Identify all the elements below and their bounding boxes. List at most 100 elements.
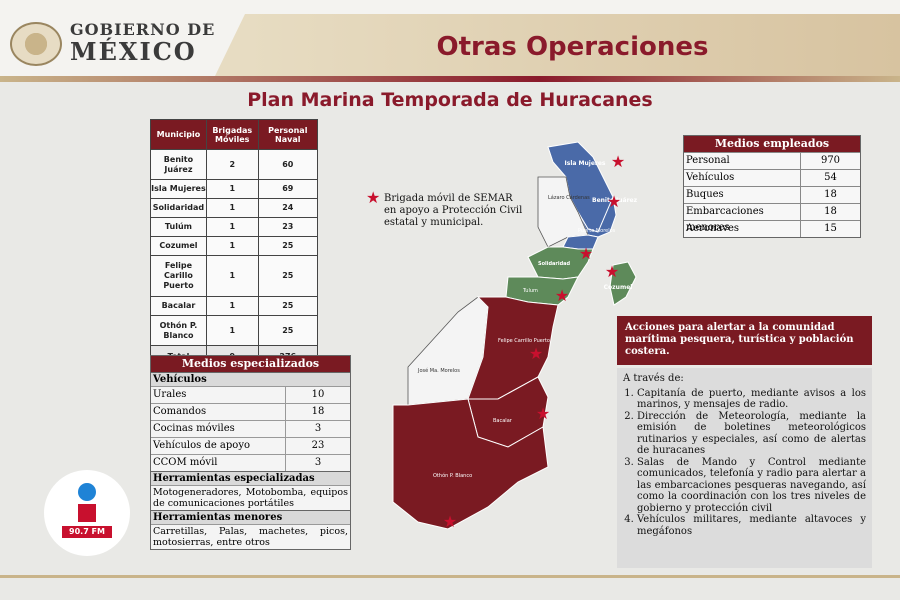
cell-municipio: Bacalar xyxy=(150,296,207,316)
table-row: Isla Mujeres 1 69 xyxy=(150,179,319,199)
herr-esp-section-label: Herramientas especializadas xyxy=(151,471,350,485)
star-icon: ★ xyxy=(443,512,457,531)
page-title: Otras Operaciones xyxy=(436,32,709,62)
item-value: 3 xyxy=(285,455,350,471)
cell-personal: 60 xyxy=(257,149,319,180)
item-label: Aeronaves xyxy=(686,223,740,234)
list-item: Vehículos de apoyo 23 xyxy=(151,437,350,454)
radio-label: 90.7 FM xyxy=(62,526,112,538)
acciones-list: A través de: Capitanía de puerto, median… xyxy=(617,368,872,568)
region-solidaridad xyxy=(527,246,594,280)
cell-personal: 25 xyxy=(257,236,319,256)
item-value: 10 xyxy=(285,387,350,403)
cell-municipio: Isla Mujeres xyxy=(150,179,207,199)
cell-personal: 25 xyxy=(257,255,319,297)
map-label-benito: Benito Juárez xyxy=(592,197,638,204)
medios-empleados-table: Medios empleados Personal 970 Vehículos 54… xyxy=(683,135,861,238)
list-item: Aeronaves 15 xyxy=(684,220,860,237)
list-item: Personal 970 xyxy=(684,152,860,169)
map-label-lazaro: Lázaro Cárdenas xyxy=(548,194,590,201)
item-label: CCOM móvil xyxy=(153,457,218,468)
table-row: Benito Juárez 2 60 xyxy=(150,149,319,180)
radio-dot-icon xyxy=(78,483,96,501)
herr-esp-text: Motogeneradores, Motobomba, equipos de c… xyxy=(151,485,350,509)
slide-subtitle: Plan Marina Temporada de Huracanes xyxy=(247,89,653,111)
title-banner: Otras Operaciones xyxy=(215,14,900,76)
col-personal: Personal Naval xyxy=(257,119,319,150)
list-item: Cocinas móviles 3 xyxy=(151,420,350,437)
item-value: 23 xyxy=(285,438,350,454)
map-label-tulum: Tulum xyxy=(522,288,538,294)
footer xyxy=(0,575,900,600)
map-label-solidaridad: Solidaridad xyxy=(538,261,571,267)
header-stripe xyxy=(0,76,900,82)
list-item: Comandos 18 xyxy=(151,403,350,420)
national-seal-icon xyxy=(10,22,62,66)
list-item: Vehículos 54 xyxy=(684,169,860,186)
cell-brigadas: 2 xyxy=(205,149,259,180)
star-icon: ★ xyxy=(579,244,593,263)
item-value: 18 xyxy=(285,404,350,420)
header: GOBIERNO DE MÉXICO Otras Operaciones xyxy=(0,0,900,82)
cell-personal: 23 xyxy=(257,217,319,237)
cell-brigadas: 1 xyxy=(205,217,259,237)
table-row: Bacalar 1 25 xyxy=(150,296,319,316)
item-label: Urales xyxy=(153,389,187,400)
cell-municipio: Felipe Carillo Puerto xyxy=(150,255,207,297)
gov-line2: MÉXICO xyxy=(70,37,197,66)
legend-text: Brigada móvil de SEMAR en apoyo a Protec… xyxy=(384,193,523,228)
item-value: 18 xyxy=(800,187,860,203)
herr-men-section-label: Herramientas menores xyxy=(151,510,350,524)
col-municipio: Municipio xyxy=(150,119,207,150)
table-row: Felipe Carillo Puerto 1 25 xyxy=(150,255,319,297)
cell-brigadas: 1 xyxy=(205,198,259,218)
item-label: Cocinas móviles xyxy=(153,423,235,434)
cell-brigadas: 1 xyxy=(205,179,259,199)
star-icon: ★ xyxy=(529,344,543,363)
region-felipe-carrillo-puerto xyxy=(467,296,559,400)
gov-line1: GOBIERNO DE xyxy=(70,20,216,39)
acciones-title: Acciones para alertar a la comunidad mar… xyxy=(617,316,872,365)
list-item: Salas de Mando y Control mediante comuni… xyxy=(637,457,866,515)
list-item: CCOM móvil 3 xyxy=(151,454,350,471)
medios-especializados-table: Medios especializados Vehículos Urales 10… xyxy=(150,355,351,550)
cell-personal: 25 xyxy=(257,296,319,316)
map-label-isla-mujeres: Isla Mujeres xyxy=(565,160,606,167)
map-label-cozumel: Cozumel xyxy=(604,284,633,291)
item-value: 3 xyxy=(285,421,350,437)
radio-bar-icon xyxy=(78,504,96,522)
cell-municipio: Solidaridad xyxy=(150,198,207,218)
item-label: Embarcaciones menores xyxy=(686,206,764,233)
map-label-othon: Othón P. Blanco xyxy=(433,472,472,479)
table-row: Tulúm 1 23 xyxy=(150,217,319,237)
herr-men-text: Carretillas, Palas, machetes, picos, mot… xyxy=(151,524,350,548)
acciones-intro: A través de: xyxy=(623,373,684,384)
region-cozumel xyxy=(609,261,637,306)
table-row: Solidaridad 1 24 xyxy=(150,198,319,218)
col-brigadas: Brigadas Móviles xyxy=(205,119,259,150)
item-value: 15 xyxy=(800,221,860,237)
medios-title: Medios empleados xyxy=(684,136,860,152)
item-label: Vehículos de apoyo xyxy=(153,440,250,451)
list-item: Dirección de Meteorología, mediante la e… xyxy=(637,411,866,457)
cell-municipio: Tulúm xyxy=(150,217,207,237)
municipios-table: Municipio Brigadas Móviles Personal Nava… xyxy=(150,119,319,368)
list-item: Vehículos militares, mediante altavoces … xyxy=(637,514,866,537)
star-icon: ★ xyxy=(611,152,625,171)
star-icon: ★ xyxy=(555,286,569,305)
cell-personal: 25 xyxy=(257,315,319,346)
map-label-jose: José Ma. Morelos xyxy=(417,367,460,374)
item-label: Personal xyxy=(686,155,730,166)
cell-personal: 24 xyxy=(257,198,319,218)
item-value: 18 xyxy=(800,204,860,220)
especializados-title: Medios especializados xyxy=(151,356,350,372)
cell-municipio: Cozumel xyxy=(150,236,207,256)
star-icon: ★ xyxy=(607,192,621,211)
item-label: Vehículos xyxy=(686,172,735,183)
map-label-felipe: Felipe Carrillo Puerto xyxy=(498,338,550,344)
item-label: Comandos xyxy=(153,406,207,417)
footer-line xyxy=(0,575,900,578)
region-othon-p-blanco xyxy=(392,398,549,530)
cell-municipio: Benito Juárez xyxy=(150,149,207,180)
list-item: Capitanía de puerto, mediante avisos a l… xyxy=(637,388,866,411)
